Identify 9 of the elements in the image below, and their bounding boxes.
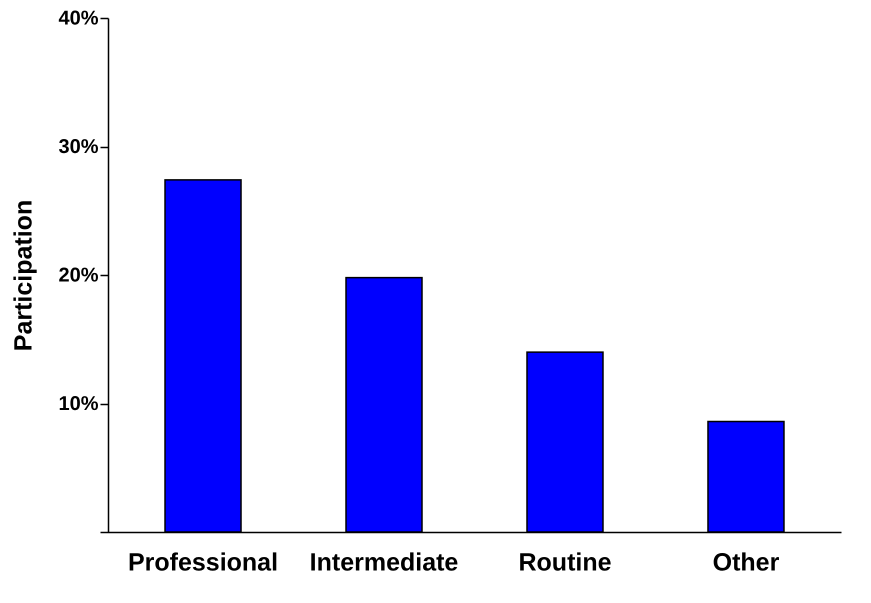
y-tick-label: 20% bbox=[58, 264, 99, 286]
y-tick-label: 30% bbox=[58, 136, 99, 158]
x-tick-label: Routine bbox=[518, 548, 612, 576]
y-tick-label: 10% bbox=[58, 393, 99, 415]
x-tick-label: Intermediate bbox=[310, 548, 458, 576]
y-axis-title: Participation bbox=[9, 200, 38, 352]
x-tick-label: Professional bbox=[128, 548, 278, 576]
x-tick-label: Other bbox=[712, 548, 780, 576]
y-tick-label: 40% bbox=[58, 8, 99, 30]
